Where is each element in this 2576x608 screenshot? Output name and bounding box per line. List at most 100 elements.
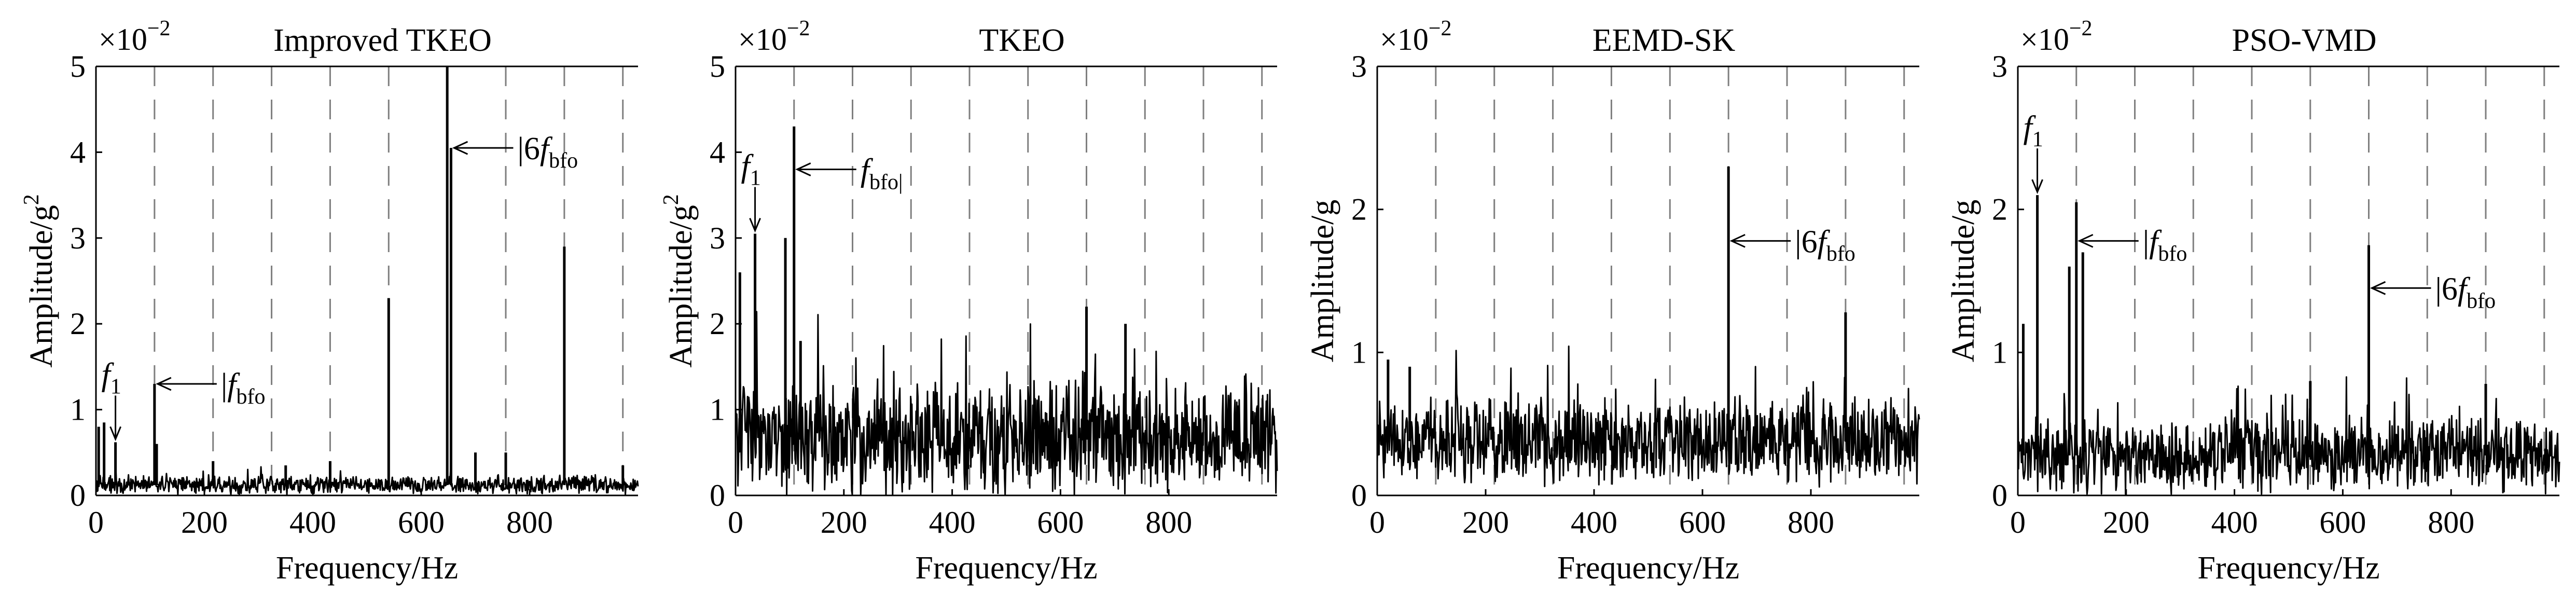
chart-panel-1: 0 200 400 600 800 0 1 2 3 4 5 ×10−2 Improved TKEO Fre… [20,17,639,586]
annotation-prefix: |6 [2435,271,2458,307]
annotation-sub: 1 [750,167,761,190]
y-tick-label: 5 [710,49,725,84]
y-tick-label: 1 [710,393,725,427]
annotation-prefix: |6 [517,131,539,167]
x-tick-label: 0 [728,505,743,540]
x-tick-label: 0 [1369,505,1385,540]
annotation-label: f1 [102,357,121,398]
y-tick-label: 5 [70,49,86,84]
x-tick-label: 800 [1788,505,1834,540]
y-tick-label: 2 [1992,192,2007,227]
y-tick-label: 3 [710,221,725,255]
y-exponent-label: ×10−2 [1380,17,1452,57]
x-axis-label: Frequency/Hz [915,550,1097,586]
annotation-sub: bfo| [869,170,903,194]
annotation-arrowhead [749,217,761,233]
x-tick-label: 200 [181,505,228,540]
x-tick-label: 0 [88,505,104,540]
annotation-arrowhead [156,377,172,391]
x-axis-label: Frequency/Hz [276,550,458,586]
x-tick-label: 600 [398,505,445,540]
y-axis-label-sup: 2 [20,194,44,205]
y-tick-label: 0 [1351,478,1367,513]
y-axis-label-sup: 2 [659,194,683,205]
y-exponent-label: ×10−2 [2020,17,2093,57]
y-tick-label: 1 [1351,335,1367,369]
y-tick-label: 3 [1992,49,2007,84]
annotation-label: fbfo| [861,153,903,194]
x-tick-label: 600 [2319,505,2366,540]
chart-title: TKEO [979,23,1064,58]
annotation-label: |6fbfo [2435,271,2496,313]
x-tick-label: 600 [1679,505,1726,540]
spectrum-line [95,466,639,495]
annotation-arrowhead [452,141,468,155]
spectrum-line [1376,346,1920,488]
chart-panel-2: 0 200 400 600 800 0 1 2 3 4 5 ×10−2 TKEO Frequency/Hz… [659,17,1278,586]
y-tick-label: 2 [70,307,86,341]
annotation-arrowhead [795,162,811,176]
annotation-sub: bfo [237,385,266,409]
y-tick-label: 3 [1351,49,1367,84]
y-tick-label: 0 [70,478,86,513]
x-tick-label: 600 [1037,505,1084,540]
annotation-sub: 1 [110,375,121,398]
y-tick-label: 0 [710,478,725,513]
x-tick-label: 0 [2010,505,2026,540]
annotation-sub: bfo [2158,242,2187,266]
chart-title: EEMD-SK [1592,23,1736,58]
chart-panel-3: 0 200 400 600 800 0 1 2 3 ×10−2 EEMD-SK Frequency/H… [1305,17,1920,586]
chart-title: PSO-VMD [2232,23,2376,58]
annotation-sub: 1 [2032,128,2043,151]
annotation-label: f1 [2023,110,2043,151]
x-tick-label: 400 [2211,505,2258,540]
x-tick-label: 400 [929,505,976,540]
y-tick-label: 2 [710,307,725,341]
y-exponent-power: −2 [147,17,171,40]
annotation-prefix: | [2143,224,2149,259]
annotation-label: |6fbfo [517,131,578,173]
y-exponent-label: ×10−2 [738,17,810,57]
y-exponent-power: −2 [1429,17,1452,40]
spectrum-line [2017,376,2560,495]
x-tick-label: 800 [506,505,553,540]
annotation-label: |6fbfo [1795,224,1855,266]
y-exponent-label: ×10−2 [99,17,171,57]
y-exponent-power: −2 [787,17,810,40]
y-tick-label: 4 [70,135,86,169]
annotation-sub: bfo [549,149,578,173]
annotation-sub: bfo [1826,242,1855,266]
annotation-arrowhead [2031,179,2043,194]
annotation-arrowhead [2078,233,2094,248]
annotation-sub: bfo [2467,289,2496,313]
y-axis-label: Amplitude/g [1305,200,1340,362]
chart-title: Improved TKEO [273,23,492,58]
x-axis-label: Frequency/Hz [1557,550,1739,586]
y-tick-label: 0 [1992,478,2007,513]
annotation-label: |fbfo [221,367,266,409]
x-tick-label: 200 [1462,505,1509,540]
annotation-label: |fbfo [2143,224,2187,266]
x-tick-label: 400 [289,505,336,540]
x-tick-label: 400 [1571,505,1617,540]
x-axis-label: Frequency/Hz [2197,550,2379,586]
y-axis-label: Amplitude/g2 [20,194,59,367]
y-exponent-power: −2 [2069,17,2093,40]
x-tick-label: 200 [2103,505,2150,540]
y-tick-label: 1 [70,393,86,427]
x-tick-label: 800 [2428,505,2474,540]
annotation-arrowhead [2370,281,2386,295]
y-tick-label: 4 [710,135,725,169]
annotation-label: f1 [741,149,760,190]
annotation-arrowhead [109,426,122,441]
annotation-arrowhead [1729,233,1746,248]
y-axis-label: Amplitude/g2 [659,194,699,367]
chart-panel-4: 0 200 400 600 800 0 1 2 3 ×10−2 PSO-VMD Frequency/H… [1946,17,2560,586]
y-tick-label: 1 [1992,335,2007,369]
x-tick-label: 800 [1145,505,1192,540]
y-tick-label: 2 [1351,192,1367,227]
x-tick-label: 200 [821,505,867,540]
annotation-prefix: |6 [1795,224,1817,259]
y-tick-label: 3 [70,221,86,255]
y-axis-label: Amplitude/g [1946,200,1981,362]
